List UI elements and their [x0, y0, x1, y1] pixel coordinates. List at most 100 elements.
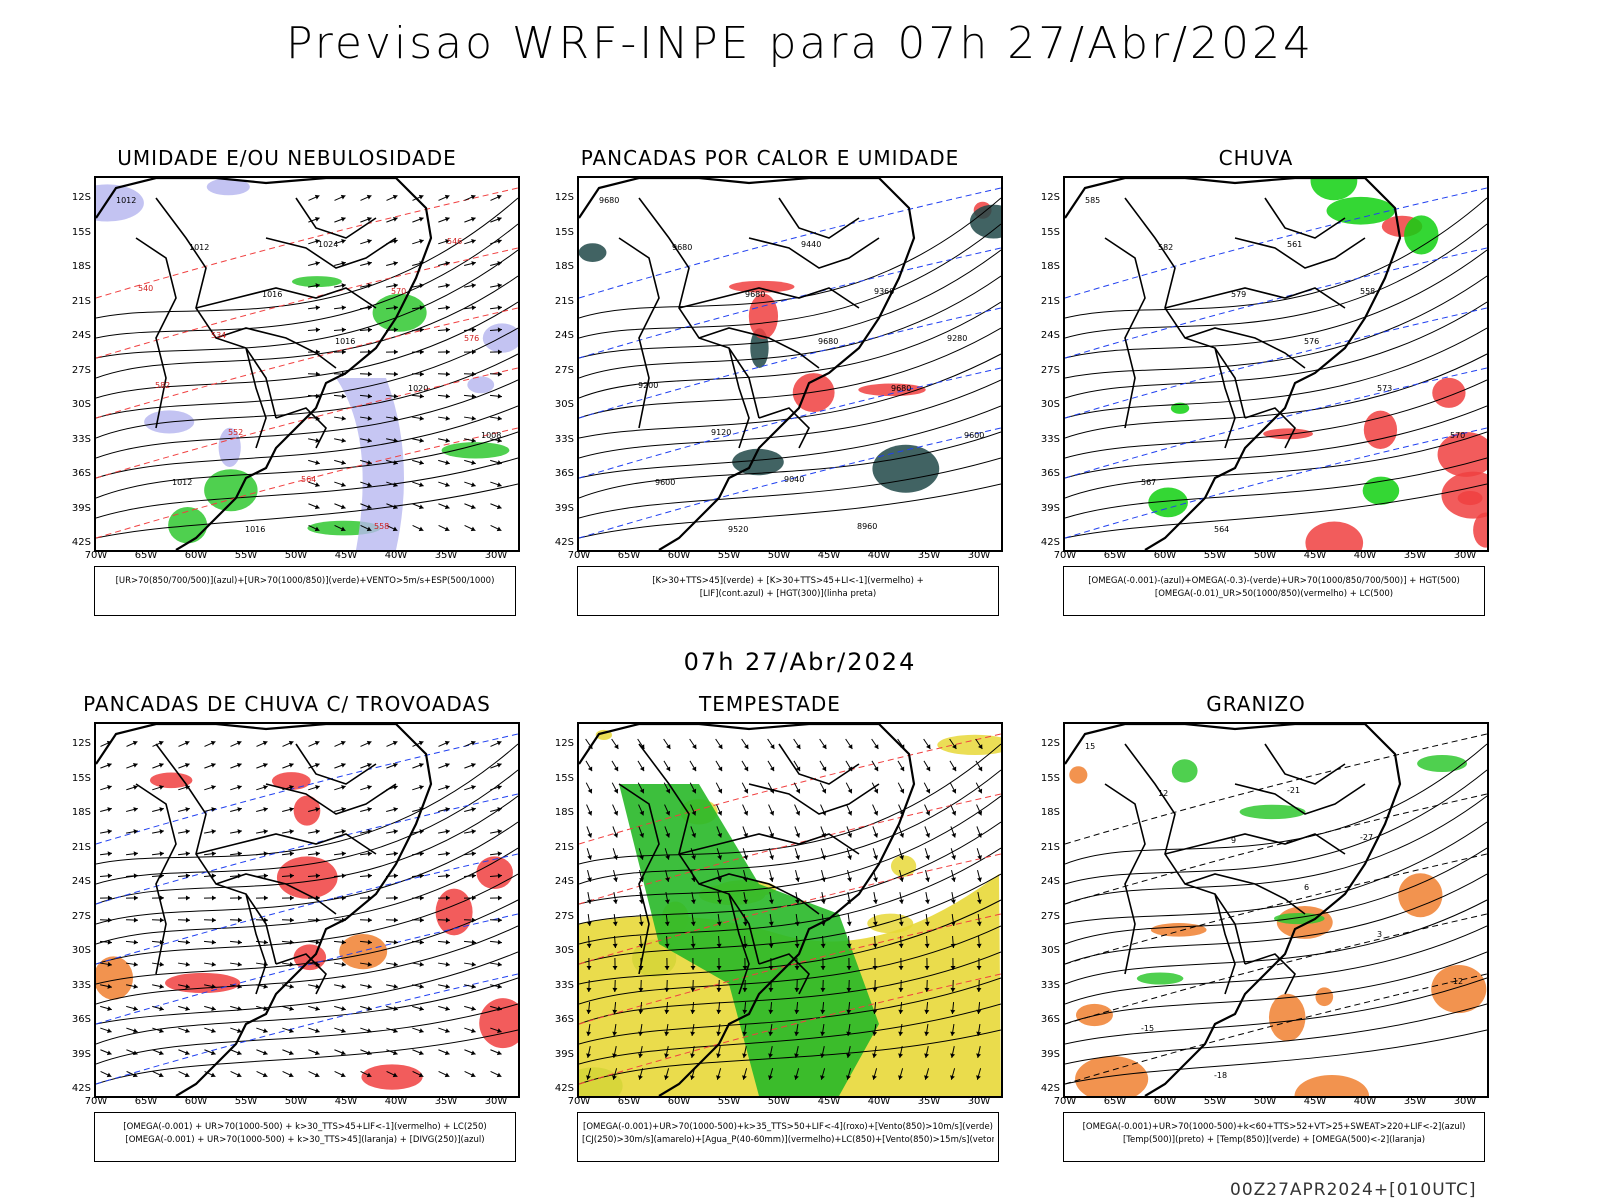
wind-vector — [360, 983, 372, 989]
wind-vector — [282, 983, 294, 989]
isoline — [1065, 951, 1487, 1025]
wind-vector — [490, 1005, 502, 1011]
wind-vector — [663, 760, 671, 772]
field-region — [1148, 487, 1188, 518]
wind-vector — [307, 349, 321, 355]
wind-vector — [585, 760, 593, 772]
wind-vector — [490, 829, 502, 835]
wind-vector — [463, 393, 477, 399]
wind-vector — [411, 371, 425, 377]
wind-vector — [438, 503, 450, 510]
lon-tick-label: 55W — [1203, 550, 1227, 561]
isoline — [579, 327, 1001, 419]
field-region — [479, 998, 518, 1049]
wind-vector — [489, 851, 503, 857]
field-region — [1069, 766, 1088, 784]
isoline — [579, 1003, 1001, 1065]
wind-vector — [586, 1023, 592, 1037]
wind-vector — [308, 503, 320, 510]
wind-vector — [898, 979, 904, 993]
wind-vector — [794, 1046, 800, 1058]
wind-vector — [385, 371, 399, 377]
wind-vector — [819, 782, 827, 794]
legend-line: [UR>70(850/700/500)](azul)+[UR>70(1000/8… — [115, 576, 495, 586]
wind-vector — [897, 760, 905, 772]
wind-vector — [386, 481, 398, 488]
field-region — [1150, 923, 1207, 937]
legend-line: [OMEGA(-0.01)_UR>50(1000/850)(vermelho) … — [1154, 589, 1394, 599]
wind-vector — [230, 1049, 242, 1056]
lat-tick-label: 18S — [71, 807, 91, 818]
wind-vector — [464, 459, 476, 465]
wind-vector — [464, 239, 476, 245]
wind-vector — [100, 1005, 112, 1011]
field-region — [1268, 993, 1306, 1042]
lon-tick-label: 30W — [1453, 1096, 1477, 1107]
wind-vector — [742, 1001, 748, 1015]
lon-tick-label: 45W — [1303, 550, 1327, 561]
wind-vector — [99, 961, 113, 967]
wind-vector — [820, 957, 826, 971]
lat-tick-label: 15S — [71, 772, 91, 784]
isoline — [579, 431, 1001, 499]
country-border — [1264, 197, 1346, 239]
wind-vector — [126, 829, 138, 835]
dashed-isoline — [96, 307, 518, 419]
wind-vector — [412, 261, 424, 266]
wind-vector — [872, 804, 879, 816]
wind-vector — [125, 873, 139, 879]
wind-vector — [767, 782, 775, 794]
country-border — [1104, 237, 1146, 429]
wind-vector — [385, 327, 399, 333]
wind-vector — [359, 393, 373, 399]
lon-tick-label: 70W — [84, 550, 108, 561]
wind-vector — [230, 829, 242, 835]
wind-vector — [360, 524, 372, 532]
isoline — [1065, 483, 1487, 539]
wind-vector — [308, 239, 320, 245]
wind-vector — [100, 762, 112, 769]
wind-vector — [203, 917, 217, 923]
wind-vector — [256, 829, 268, 835]
map-canvas — [96, 724, 518, 1096]
wind-vector — [924, 935, 930, 949]
wind-vector — [871, 782, 879, 794]
wind-vector — [872, 913, 878, 927]
wind-vector — [230, 740, 242, 747]
wind-vector — [281, 851, 295, 857]
wind-vector — [360, 261, 372, 266]
wind-vector — [308, 1027, 320, 1034]
wind-vector — [898, 804, 905, 816]
isoline — [96, 431, 518, 499]
wind-vector — [872, 979, 878, 993]
panel-title: GRANIZO — [1206, 692, 1306, 716]
wind-vector — [638, 1068, 644, 1080]
field-region — [435, 888, 473, 936]
country-border — [678, 287, 860, 309]
field-region — [937, 734, 1001, 756]
wind-vector — [924, 1046, 930, 1058]
wind-vector — [256, 807, 268, 812]
wind-vector — [690, 913, 696, 927]
dashed-isoline — [1065, 733, 1487, 845]
wind-vector — [411, 917, 425, 923]
wind-vector — [464, 481, 476, 488]
wind-vector — [412, 283, 424, 289]
wind-vector — [230, 983, 242, 989]
wind-vector — [924, 979, 930, 993]
wind-vector — [178, 1049, 190, 1056]
contour-label: 546 — [447, 237, 462, 246]
lat-tick-label: 33S — [71, 979, 91, 991]
mid-date-label: 07h 27/Abr/2024 — [683, 648, 917, 676]
wind-vector — [281, 961, 295, 967]
wind-vector — [794, 826, 801, 838]
wind-vector — [412, 740, 424, 747]
field-region — [96, 956, 134, 1000]
wind-vector — [308, 829, 320, 835]
wind-vector — [411, 305, 425, 311]
lat-tick-label: 12S — [71, 192, 91, 203]
wind-vector — [845, 738, 853, 750]
lat-tick-label: 18S — [1040, 261, 1060, 272]
wind-vector — [152, 983, 164, 989]
wind-vector — [976, 804, 983, 816]
